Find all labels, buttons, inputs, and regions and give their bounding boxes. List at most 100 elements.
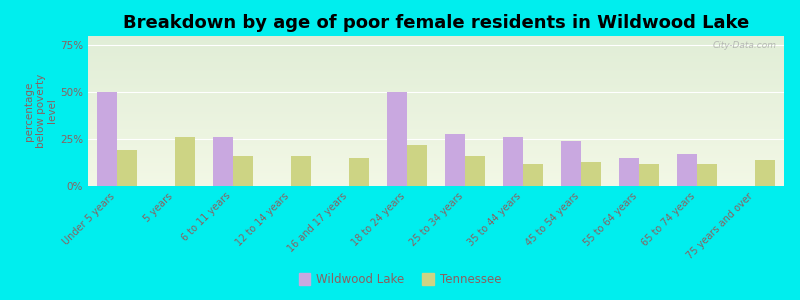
Bar [88, 115, 784, 116]
Bar [88, 46, 784, 47]
Bar [88, 55, 784, 56]
Bar [88, 147, 784, 148]
Bar [88, 52, 784, 53]
Bar [88, 116, 784, 117]
Bar [88, 75, 784, 76]
Bar [88, 57, 784, 58]
Bar [88, 97, 784, 98]
Bar [88, 127, 784, 128]
Bar [88, 143, 784, 144]
Bar [88, 90, 784, 91]
Bar [88, 82, 784, 83]
Bar [88, 62, 784, 63]
Bar [88, 100, 784, 101]
Bar [88, 139, 784, 140]
Bar [88, 110, 784, 111]
Bar [88, 185, 784, 186]
Bar [88, 145, 784, 146]
Bar [88, 47, 784, 48]
Bar [88, 101, 784, 102]
Bar [88, 121, 784, 122]
Bar [88, 69, 784, 70]
Bar [755, 160, 775, 186]
Bar [88, 78, 784, 79]
Bar [88, 124, 784, 125]
Bar [581, 162, 602, 186]
Bar [88, 37, 784, 38]
Bar [88, 84, 784, 85]
Bar [88, 157, 784, 158]
Bar [88, 162, 784, 163]
Bar [88, 180, 784, 181]
Bar [407, 145, 427, 186]
Bar [88, 49, 784, 50]
Bar [88, 45, 784, 46]
Bar [88, 80, 784, 81]
Bar [88, 65, 784, 66]
Bar [88, 40, 784, 41]
Bar [88, 132, 784, 133]
Bar [213, 137, 233, 186]
Bar [88, 53, 784, 54]
Bar [88, 107, 784, 108]
Bar [88, 172, 784, 173]
Bar [88, 155, 784, 156]
Bar [88, 72, 784, 73]
Bar [88, 166, 784, 167]
Bar [88, 85, 784, 86]
Bar [88, 96, 784, 97]
Bar [88, 103, 784, 104]
Bar [88, 64, 784, 65]
Y-axis label: percentage
below poverty
level: percentage below poverty level [24, 74, 58, 148]
Bar [88, 92, 784, 93]
Title: Breakdown by age of poor female residents in Wildwood Lake: Breakdown by age of poor female resident… [123, 14, 749, 32]
Bar [697, 164, 718, 186]
Bar [88, 38, 784, 39]
Bar [88, 56, 784, 57]
Bar [88, 82, 784, 83]
Bar [88, 168, 784, 169]
Bar [88, 86, 784, 87]
Bar [88, 94, 784, 95]
Bar [97, 92, 117, 186]
Legend: Wildwood Lake, Tennessee: Wildwood Lake, Tennessee [294, 268, 506, 291]
Bar [88, 68, 784, 69]
Bar [88, 93, 784, 94]
Bar [88, 104, 784, 105]
Bar [523, 164, 543, 186]
Bar [88, 105, 784, 106]
Bar [88, 126, 784, 127]
Bar [88, 106, 784, 107]
Bar [88, 183, 784, 184]
Bar [88, 108, 784, 109]
Bar [88, 164, 784, 165]
Bar [88, 169, 784, 170]
Bar [88, 169, 784, 170]
Bar [88, 77, 784, 78]
Bar [88, 153, 784, 154]
Bar [88, 174, 784, 175]
Bar [88, 100, 784, 101]
Bar [88, 142, 784, 143]
Bar [88, 130, 784, 131]
Bar [88, 54, 784, 55]
Bar [88, 184, 784, 185]
Bar [88, 144, 784, 145]
Bar [88, 118, 784, 119]
Bar [88, 59, 784, 60]
Bar [88, 58, 784, 59]
Bar [88, 81, 784, 82]
Bar [88, 39, 784, 40]
Bar [88, 159, 784, 160]
Bar [88, 71, 784, 72]
Bar [88, 167, 784, 168]
Bar [88, 161, 784, 162]
Bar [88, 67, 784, 68]
Bar [88, 123, 784, 124]
Bar [88, 156, 784, 157]
Bar [88, 66, 784, 67]
Bar [88, 135, 784, 136]
Bar [88, 175, 784, 176]
Text: City-Data.com: City-Data.com [713, 40, 777, 50]
Bar [88, 152, 784, 153]
